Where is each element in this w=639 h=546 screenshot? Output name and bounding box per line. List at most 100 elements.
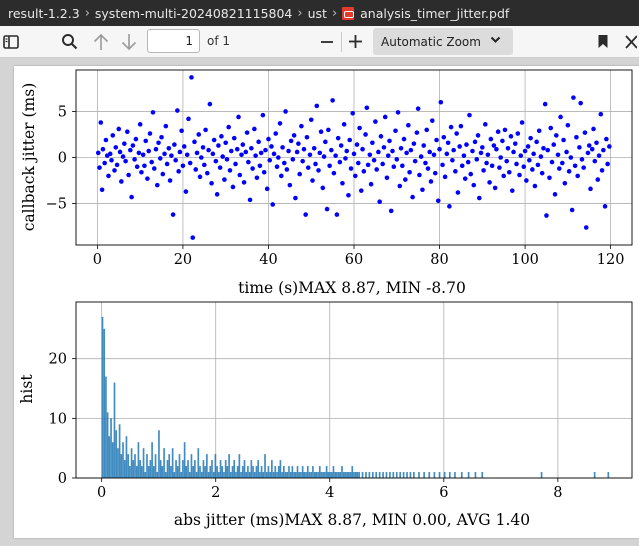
document-viewer[interactable]: 0 20 40 60 80 100 120 −5 0 5 time (s)MAX 8.87, MI… [0, 58, 639, 546]
scatter-point [338, 143, 344, 148]
scatter-point [536, 128, 542, 134]
previous-page-button[interactable] [89, 26, 113, 57]
hist-bar [317, 472, 319, 478]
scatter-point [554, 133, 559, 138]
scatter-point [347, 137, 353, 143]
next-page-button[interactable] [117, 26, 141, 57]
scatter-point [318, 129, 324, 135]
scatter-point [233, 161, 238, 167]
scatter-point [457, 144, 462, 149]
scatter-point [475, 133, 481, 138]
hist-bar [308, 472, 311, 478]
find-button[interactable] [57, 26, 81, 57]
scatter-point [216, 143, 221, 148]
hist-bar [238, 454, 241, 478]
hist-bar [358, 472, 360, 478]
scatter-point [462, 176, 468, 181]
scatter-point [324, 206, 330, 212]
scatter-point [164, 161, 170, 167]
scatter-point [228, 148, 234, 154]
hist-bar [221, 466, 224, 478]
zoom-select[interactable]: Automatic Zoom [373, 28, 513, 55]
hist-bar [375, 472, 378, 478]
chevron-right-icon: › [297, 5, 303, 21]
hist-bar [243, 460, 246, 478]
scatter-point [189, 75, 194, 80]
hist-bar [106, 412, 109, 478]
scatter-point [474, 157, 480, 162]
hist-bar [190, 454, 193, 478]
scatter-point [136, 150, 142, 156]
scatter-point [431, 152, 437, 158]
zoom-in-button[interactable] [344, 26, 366, 57]
sidebar-toggle-button[interactable] [0, 26, 22, 57]
scatter-point [548, 125, 554, 131]
scatter-point [377, 199, 382, 205]
hist-bar [130, 448, 133, 478]
scatter-point [551, 142, 557, 147]
hist-bar [298, 472, 301, 478]
hist-bar [149, 460, 152, 478]
hist-bar [217, 472, 220, 478]
hist-bar [346, 472, 348, 478]
scatter-point [205, 170, 210, 176]
scatter-point [589, 146, 595, 152]
hist-bar [265, 472, 268, 478]
hist-bar [245, 472, 248, 478]
scatter-point [592, 158, 598, 164]
scatter-point [344, 148, 350, 154]
page-number-input[interactable] [147, 29, 200, 53]
hist-bar [365, 472, 367, 478]
bookmark-button[interactable] [592, 26, 614, 57]
scatter-point [132, 157, 137, 162]
close-icon [625, 34, 637, 49]
scatter-point [495, 129, 501, 135]
hist-bar [474, 472, 477, 478]
scatter-point [406, 122, 411, 128]
breadcrumb-item-result[interactable]: result-1.2.3 [8, 5, 80, 21]
scatter-point [591, 126, 596, 132]
minus-icon [321, 40, 333, 43]
scatter-point [227, 168, 233, 173]
hist-bar [325, 466, 328, 478]
hist-bar [173, 472, 176, 478]
scatter-point [331, 170, 337, 176]
scatter-point [544, 213, 549, 218]
hist-bar [132, 460, 135, 478]
scatter-point [172, 142, 177, 147]
scatter-point [246, 159, 251, 165]
zoom-out-button[interactable] [316, 26, 338, 57]
scatter-point [133, 136, 139, 142]
scatter-point [116, 126, 122, 132]
hist-bar [300, 472, 302, 478]
hist-bar [267, 466, 270, 478]
hist-bar [200, 472, 203, 478]
scatter-point [180, 163, 186, 169]
breadcrumb-item-ust[interactable]: ust [307, 5, 327, 21]
hist-bar [194, 460, 196, 478]
x-tick-label: 6 [439, 485, 448, 501]
breadcrumb-file-name[interactable]: analysis_timer_jitter.pdf [360, 5, 510, 21]
scatter-point [99, 187, 105, 193]
scatter-point [337, 159, 343, 165]
scatter-point [404, 150, 409, 156]
hist-bar [318, 466, 321, 478]
breadcrumb-item-system[interactable]: system-multi-20240821115804 [94, 5, 293, 21]
scatter-point [577, 145, 582, 150]
hist-bar [147, 466, 150, 478]
scatter-point [545, 147, 551, 153]
hist-bar [122, 442, 124, 478]
scatter-point [441, 134, 447, 140]
hist-bar [448, 472, 451, 478]
hist-bar [161, 466, 164, 478]
close-button[interactable] [622, 26, 639, 57]
scatter-point [575, 173, 580, 179]
scatter-point [220, 154, 225, 159]
scatter-point [120, 154, 126, 159]
hist-bar [134, 454, 136, 478]
hist-bar [257, 460, 260, 478]
scatter-point [97, 165, 102, 170]
hist-bar [339, 472, 342, 478]
scatter-point [175, 108, 180, 113]
scatter-point [448, 124, 454, 130]
